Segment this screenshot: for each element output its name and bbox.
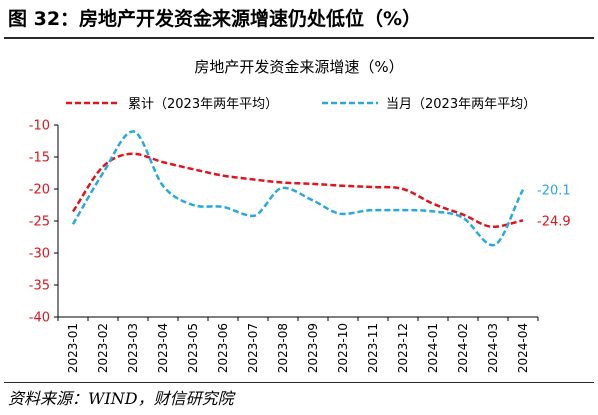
y-tick-label: -40 bbox=[29, 311, 50, 326]
x-tick-label: 2024-03 bbox=[486, 323, 500, 373]
y-tick-label: -20 bbox=[29, 183, 50, 198]
x-tick-label: 2023-03 bbox=[126, 323, 140, 373]
legend-label-monthly: 当月（2023年两年平均） bbox=[386, 97, 536, 112]
data-label-monthly: -20.1 bbox=[537, 184, 571, 199]
y-tick-label: -35 bbox=[29, 279, 50, 294]
x-tick-label: 2023-09 bbox=[306, 323, 320, 373]
x-tick-label: 2023-11 bbox=[366, 323, 380, 373]
y-tick-label: -15 bbox=[29, 151, 50, 166]
x-tick-label: 2023-08 bbox=[276, 323, 290, 373]
x-axis: 2023-01 2023-02 2023-03 2023-04 2023-05 2023-… bbox=[57, 316, 539, 373]
x-tick-label: 2024-02 bbox=[456, 323, 470, 373]
x-tick-label: 2023-02 bbox=[96, 323, 110, 373]
x-tick-label: 2023-12 bbox=[396, 323, 410, 373]
y-axis: -10 -15 -20 -25 -30 -35 -40 bbox=[29, 119, 59, 326]
legend-item-cumulative: 累计（2023年两年平均） bbox=[66, 97, 278, 112]
chart-title: 房地产开发资金来源增速（%） bbox=[194, 58, 403, 76]
x-tick-label: 2023-04 bbox=[156, 323, 170, 373]
bottom-divider bbox=[4, 382, 594, 383]
x-tick-label: 2023-07 bbox=[246, 323, 260, 373]
series-line-cumulative bbox=[71, 152, 524, 229]
y-tick-label: -25 bbox=[29, 215, 50, 230]
x-tick-label: 2023-06 bbox=[216, 323, 230, 373]
x-tick-label: 2023-01 bbox=[66, 323, 80, 373]
data-label-cumulative: -24.9 bbox=[537, 214, 571, 229]
x-tick-label: 2024-01 bbox=[426, 323, 440, 373]
y-tick-label: -30 bbox=[29, 247, 50, 262]
x-tick-label: 2023-10 bbox=[336, 323, 350, 373]
source-note: 资料来源：WIND，财信研究院 bbox=[8, 389, 234, 408]
x-tick-label: 2024-04 bbox=[516, 323, 530, 373]
top-divider bbox=[4, 37, 594, 39]
end-labels: -24.9 -20.1 bbox=[537, 184, 571, 230]
series-layer bbox=[71, 130, 525, 247]
series-line-monthly bbox=[71, 130, 525, 247]
legend-item-monthly: 当月（2023年两年平均） bbox=[322, 97, 536, 112]
legend-label-cumulative: 累计（2023年两年平均） bbox=[128, 97, 278, 112]
figure-title: 图 32：房地产开发资金来源增速仍处低位（%） bbox=[8, 8, 422, 30]
y-tick-label: -10 bbox=[29, 119, 50, 134]
x-tick-label: 2023-05 bbox=[186, 323, 200, 373]
legend: 累计（2023年两年平均） 当月（2023年两年平均） bbox=[66, 97, 536, 112]
line-chart: 房地产开发资金来源增速（%） 累计（2023年两年平均） 当月（2023年两年平… bbox=[29, 58, 571, 373]
